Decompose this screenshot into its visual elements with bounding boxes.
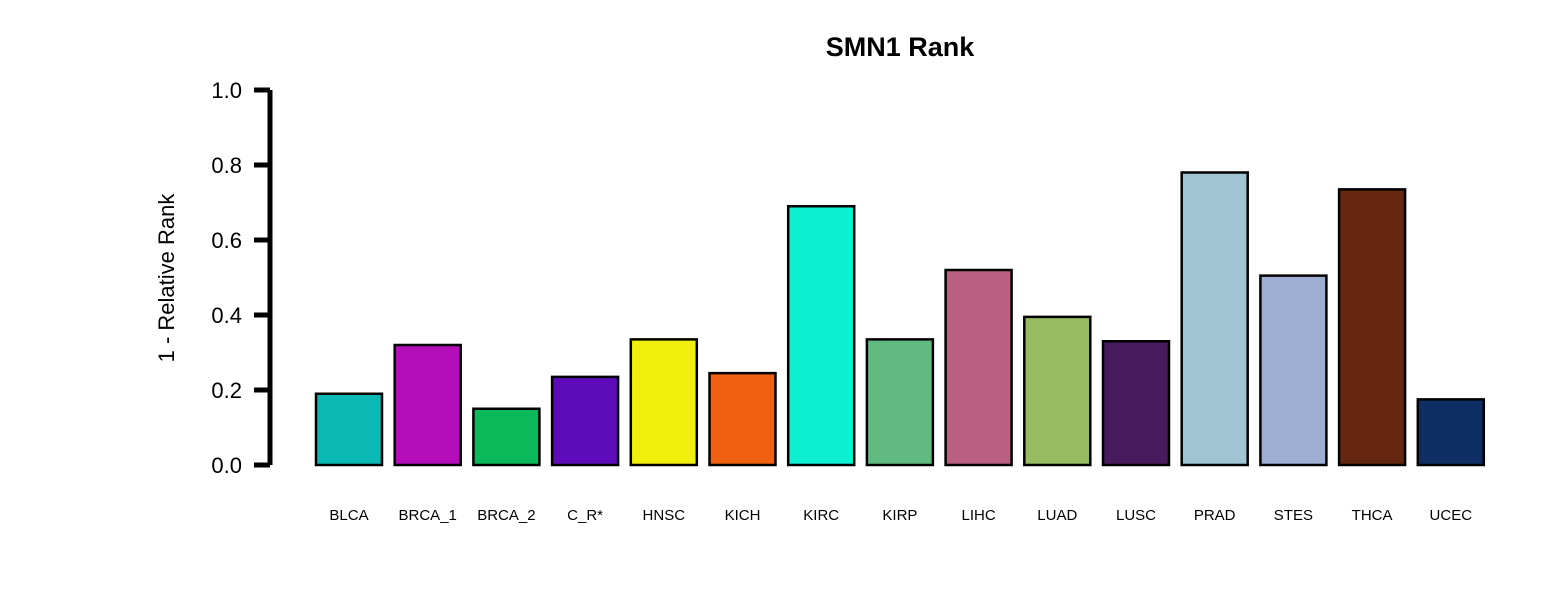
- x-tick-label: KIRC: [803, 507, 839, 524]
- y-tick-label: 0.8: [211, 153, 242, 178]
- x-tick-label: BRCA_1: [399, 507, 457, 524]
- x-tick-label: LIHC: [962, 507, 996, 524]
- bar-brca-1: [393, 343, 462, 467]
- x-tick-label: HNSC: [643, 507, 686, 524]
- bar-kirp: [865, 338, 935, 467]
- x-tick-label: KICH: [725, 507, 761, 524]
- bar-kirc: [786, 205, 856, 467]
- bar-ucec: [1416, 398, 1486, 467]
- bar-c-r: [550, 375, 620, 467]
- bar-kich: [708, 371, 777, 467]
- y-axis: 0.0 0.2 0.4 0.6 0.8 1.0: [211, 78, 273, 478]
- x-tick-labels: BLCA BRCA_1 BRCA_2 C_R* HNSC KICH KIRC KIRP LIHC…: [329, 507, 1472, 524]
- bar-blca: [314, 392, 384, 467]
- y-axis-label: 1 - Relative Rank: [154, 193, 179, 363]
- x-tick-label: C_R*: [567, 507, 603, 524]
- x-tick-label: BRCA_2: [477, 507, 535, 524]
- y-tick-label: 0.0: [211, 453, 242, 478]
- bar-stes: [1259, 274, 1328, 467]
- x-tick-label: KIRP: [882, 507, 917, 524]
- x-tick-label: STES: [1274, 507, 1313, 524]
- bar-thca: [1337, 188, 1407, 467]
- chart-title: SMN1 Rank: [826, 32, 976, 62]
- bar-hnsc: [629, 338, 699, 467]
- x-tick-label: UCEC: [1430, 507, 1473, 524]
- bar-brca-2: [472, 407, 541, 467]
- y-tick-label: 0.4: [211, 303, 242, 328]
- x-tick-label: THCA: [1352, 507, 1393, 524]
- y-tick-label: 0.6: [211, 228, 242, 253]
- y-tick-label: 1.0: [211, 78, 242, 103]
- bar-prad: [1180, 171, 1249, 467]
- x-tick-label: LUAD: [1037, 507, 1077, 524]
- x-tick-label: PRAD: [1194, 507, 1236, 524]
- bar-lusc: [1101, 340, 1171, 467]
- x-tick-label: BLCA: [329, 507, 368, 524]
- bar-luad: [1023, 315, 1092, 467]
- x-tick-label: LUSC: [1116, 507, 1156, 524]
- bars: [314, 171, 1486, 467]
- bar-lihc: [944, 268, 1013, 467]
- y-tick-label: 0.2: [211, 378, 242, 403]
